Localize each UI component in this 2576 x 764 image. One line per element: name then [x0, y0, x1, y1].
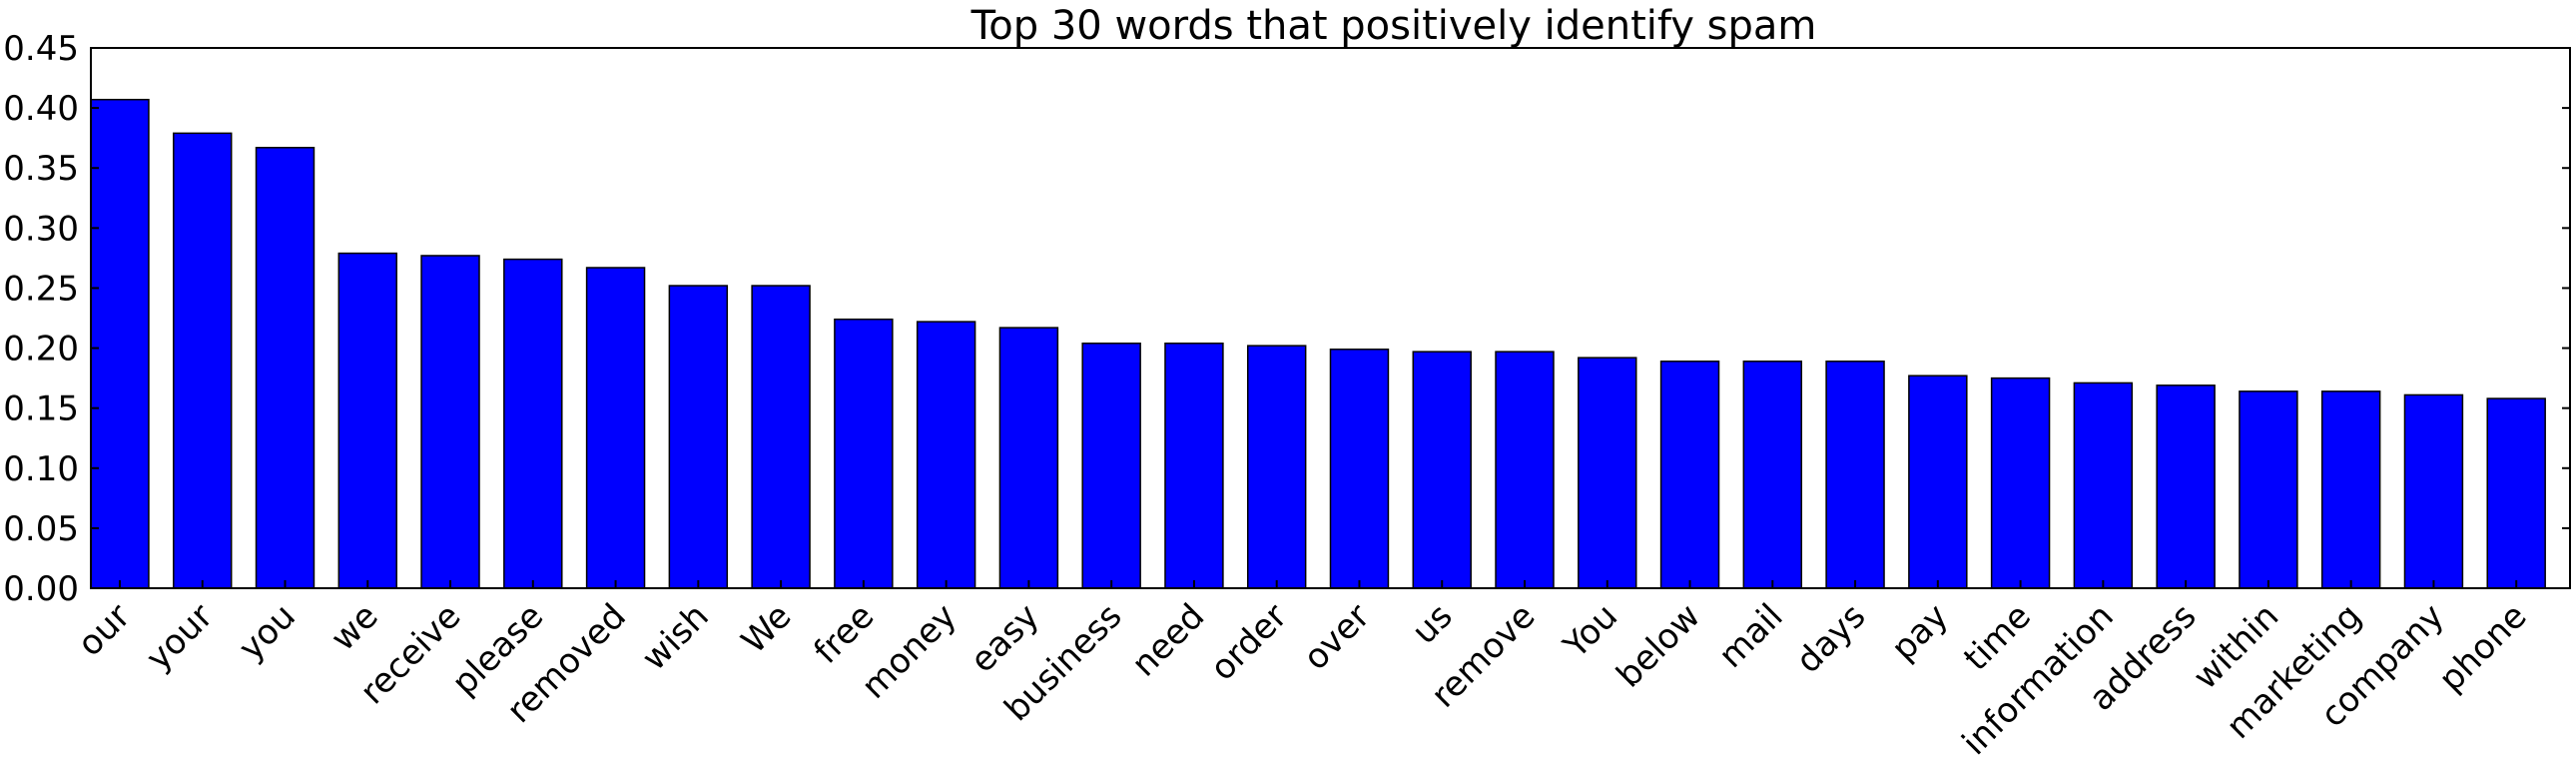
x-tick-label: mail — [1711, 596, 1791, 676]
chart-title: Top 30 words that positively identify sp… — [970, 3, 1817, 49]
x-tick-label: free — [807, 596, 883, 672]
x-tick-label: you — [231, 596, 303, 668]
x-tick-label: pay — [1884, 596, 1957, 669]
bar-business — [1081, 343, 1141, 589]
bar-address — [2156, 384, 2216, 589]
bar-easy — [998, 327, 1059, 589]
bar-we — [337, 252, 397, 589]
x-tick-label: need — [1124, 596, 1212, 684]
y-axis: 0.00 0.05 0.10 0.15 0.20 0.25 0.30 0.35 0.40 0.45 — [3, 29, 2570, 609]
y-tick-label: 0.25 — [3, 269, 79, 309]
bar-money — [916, 321, 976, 589]
bar-days — [1825, 361, 1885, 589]
x-tick-label: We — [734, 596, 799, 661]
x-tick-label: You — [1556, 596, 1625, 666]
x-tick-label: order — [1203, 596, 1295, 688]
x-tick-label: us — [1405, 596, 1461, 652]
bar-removed — [585, 267, 646, 589]
bar-phone — [2486, 397, 2546, 589]
bar-information — [2073, 382, 2134, 589]
bar-receive — [420, 255, 480, 589]
bar-you — [255, 147, 316, 589]
y-tick-label: 0.30 — [3, 209, 79, 249]
bar-our — [90, 98, 150, 589]
bar-wish — [668, 285, 729, 589]
y-tick-label: 0.00 — [3, 569, 79, 609]
x-tick-label: we — [323, 596, 386, 659]
bar-your — [173, 132, 233, 589]
bars-group — [90, 98, 2546, 589]
y-tick-label: 0.45 — [3, 29, 79, 69]
x-tick-label: phone — [2431, 596, 2535, 700]
bar-over — [1329, 349, 1390, 589]
bar-company — [2403, 393, 2464, 589]
bar-need — [1164, 343, 1224, 589]
bar-marketing — [2320, 390, 2381, 589]
bar-us — [1412, 351, 1472, 589]
bar-free — [834, 318, 894, 589]
x-tick-label: over — [1296, 596, 1378, 678]
x-tick-label: our — [70, 596, 138, 664]
bar-We — [751, 285, 811, 589]
bar-pay — [1908, 375, 1968, 589]
y-tick-label: 0.10 — [3, 449, 79, 489]
x-tick-label: your — [139, 596, 221, 678]
bar-You — [1578, 357, 1637, 589]
y-tick-label: 0.20 — [3, 330, 79, 370]
bar-time — [1990, 377, 2051, 589]
bar-mail — [1742, 361, 1803, 589]
bar-remove — [1495, 351, 1555, 589]
bar-please — [503, 258, 563, 589]
x-tick-label: wish — [634, 596, 716, 678]
bar-within — [2239, 390, 2298, 589]
y-tick-label: 0.15 — [3, 389, 79, 429]
x-tick-label: days — [1788, 596, 1873, 681]
bar-below — [1659, 361, 1720, 589]
y-tick-label: 0.35 — [3, 149, 79, 189]
x-tick-label: money — [854, 596, 965, 707]
y-tick-label: 0.05 — [3, 509, 79, 549]
bar-order — [1246, 345, 1307, 589]
x-tick-label: below — [1610, 596, 1708, 695]
plot-frame — [90, 47, 2571, 589]
y-tick-label: 0.40 — [3, 89, 79, 129]
